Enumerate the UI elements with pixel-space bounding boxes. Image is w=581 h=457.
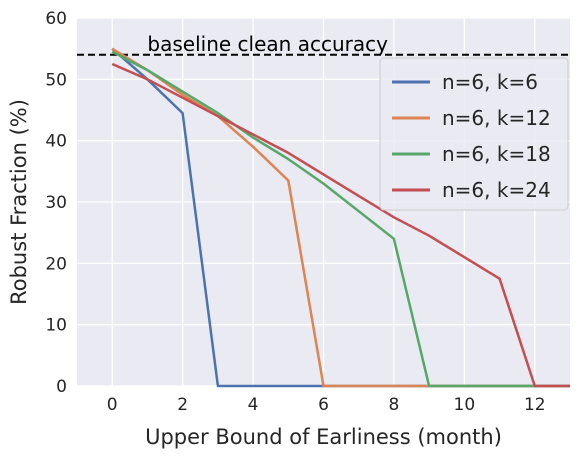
y-axis-label: Robust Fraction (%) [7, 99, 31, 305]
y-tick-labels: 0 10 20 30 40 50 60 [45, 9, 67, 397]
x-axis-label: Upper Bound of Earliness (month) [145, 425, 502, 449]
y-tick-label: 20 [45, 254, 67, 274]
y-tick-label: 30 [45, 193, 67, 213]
x-tick-label: 10 [454, 395, 476, 415]
y-tick-label: 60 [45, 9, 67, 29]
y-tick-label: 0 [56, 377, 67, 397]
x-tick-label: 12 [524, 395, 546, 415]
y-tick-label: 10 [45, 316, 67, 336]
legend-label: n=6, k=24 [442, 178, 551, 202]
series-line-3 [111, 50, 570, 388]
legend-label: n=6, k=6 [442, 70, 538, 94]
x-tick-label: 4 [248, 395, 259, 415]
y-tick-label: 50 [45, 70, 67, 90]
legend-label: n=6, k=12 [442, 106, 551, 130]
x-tick-labels: 0 2 4 6 8 10 12 [107, 395, 546, 415]
series-lines [111, 47, 570, 388]
baseline-label: baseline clean accuracy [147, 32, 388, 56]
legend-box [379, 57, 569, 211]
x-tick-label: 2 [177, 395, 188, 415]
x-tick-label: 8 [389, 395, 400, 415]
x-tick-label: 0 [107, 395, 118, 415]
y-tick-label: 40 [45, 132, 67, 152]
legend-label: n=6, k=18 [442, 142, 551, 166]
x-tick-label: 6 [318, 395, 329, 415]
baseline: baseline clean accuracy [77, 32, 570, 56]
legend: n=6, k=6 n=6, k=12 n=6, k=18 n=6, k=24 [379, 57, 569, 211]
series-line-4 [111, 62, 570, 388]
